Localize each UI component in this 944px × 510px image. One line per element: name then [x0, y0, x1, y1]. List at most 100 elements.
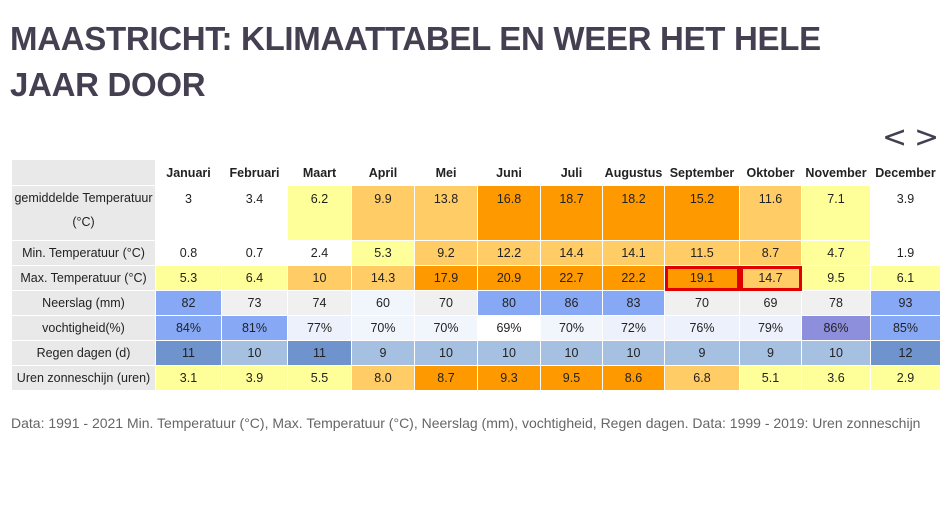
table-cell: 0.7 — [221, 240, 288, 266]
table-row: Neerslag (mm) 82 73 74 60 70 80 86 83 70 69 78 93 — [11, 290, 941, 316]
table-cell: 3 — [155, 185, 222, 241]
table-cell: 17.9 — [414, 265, 478, 291]
month-header: April — [351, 159, 415, 186]
table-cell: 10 — [414, 340, 478, 366]
row-label: Min. Temperatuur (°C) — [11, 240, 156, 266]
table-cell: 12 — [870, 340, 941, 366]
table-cell: 14.4 — [540, 240, 603, 266]
table-cell: 6.8 — [664, 365, 740, 391]
table-cell: 82 — [155, 290, 222, 316]
table-cell: 84% — [155, 315, 222, 341]
table-corner — [11, 159, 156, 186]
previous-arrow-icon[interactable]: < — [882, 120, 908, 155]
table-cell: 18.7 — [540, 185, 603, 241]
table-cell: 13.8 — [414, 185, 478, 241]
table-cell: 0.8 — [155, 240, 222, 266]
table-cell: 83 — [602, 290, 665, 316]
table-cell: 2.4 — [287, 240, 352, 266]
month-header: Augustus — [602, 159, 665, 186]
next-arrow-icon[interactable]: > — [914, 120, 940, 155]
page-title: MAASTRICHT: KLIMAATTABEL EN WEER HET HEL… — [10, 20, 821, 103]
table-cell: 69 — [739, 290, 802, 316]
month-header: Oktober — [739, 159, 802, 186]
month-header: Juli — [540, 159, 603, 186]
table-row: Uren zonneschijn (uren) 3.1 3.9 5.5 8.0 8.7 9.… — [11, 365, 941, 391]
table-cell: 8.7 — [739, 240, 802, 266]
table-cell: 93 — [870, 290, 941, 316]
table-cell: 11 — [287, 340, 352, 366]
table-cell: 9.3 — [477, 365, 541, 391]
table-cell: 8.6 — [602, 365, 665, 391]
table-cell: 20.9 — [477, 265, 541, 291]
table-cell: 22.2 — [602, 265, 665, 291]
table-cell: 9 — [739, 340, 802, 366]
table-cell: 3.6 — [801, 365, 871, 391]
table-cell: 76% — [664, 315, 740, 341]
table-cell: 5.5 — [287, 365, 352, 391]
month-header: December — [870, 159, 941, 186]
table-cell: 74 — [287, 290, 352, 316]
month-header: September — [664, 159, 740, 186]
table-cell: 70% — [351, 315, 415, 341]
table-cell: 6.2 — [287, 185, 352, 241]
climate-table: Januari Februari Maart April Mei Juni Juli Augu… — [11, 159, 941, 391]
table-cell: 8.7 — [414, 365, 478, 391]
table-cell: 22.7 — [540, 265, 603, 291]
table-cell: 9 — [664, 340, 740, 366]
table-cell: 10 — [540, 340, 603, 366]
table-cell: 3.9 — [221, 365, 288, 391]
month-header-row: Januari Februari Maart April Mei Juni Juli Augu… — [11, 159, 941, 186]
month-header: Januari — [155, 159, 222, 186]
month-header: November — [801, 159, 871, 186]
table-row: Max. Temperatuur (°C) 5.3 6.4 10 14.3 17.9 20.… — [11, 265, 941, 291]
table-cell: 70% — [540, 315, 603, 341]
row-label: Neerslag (mm) — [11, 290, 156, 316]
table-cell: 19.1 — [664, 265, 740, 291]
row-label: gemiddelde Temperatuur (°C) — [11, 185, 156, 241]
table-cell: 86 — [540, 290, 603, 316]
table-cell: 16.8 — [477, 185, 541, 241]
table-cell: 14.7 — [739, 265, 802, 291]
table-cell: 9 — [351, 340, 415, 366]
table-cell: 11.6 — [739, 185, 802, 241]
table-cell: 79% — [739, 315, 802, 341]
table-cell: 77% — [287, 315, 352, 341]
table-cell: 7.1 — [801, 185, 871, 241]
table-cell: 9.2 — [414, 240, 478, 266]
table-cell: 14.1 — [602, 240, 665, 266]
table-cell: 70% — [414, 315, 478, 341]
month-header: Februari — [221, 159, 288, 186]
table-row: gemiddelde Temperatuur (°C) 3 3.4 6.2 9.9 13.… — [11, 185, 941, 241]
table-cell: 81% — [221, 315, 288, 341]
table-cell: 8.0 — [351, 365, 415, 391]
table-cell: 70 — [414, 290, 478, 316]
row-label: vochtigheid(%) — [11, 315, 156, 341]
table-row: Regen dagen (d) 11 10 11 9 10 10 10 10 9 9 10 12 — [11, 340, 941, 366]
table-cell: 78 — [801, 290, 871, 316]
data-source-note: Data: 1991 - 2021 Min. Temperatuur (°C),… — [11, 415, 921, 431]
table-cell: 2.9 — [870, 365, 941, 391]
table-cell: 11.5 — [664, 240, 740, 266]
table-cell: 80 — [477, 290, 541, 316]
table-cell: 10 — [287, 265, 352, 291]
table-cell: 1.9 — [870, 240, 941, 266]
table-cell: 10 — [477, 340, 541, 366]
table-cell: 15.2 — [664, 185, 740, 241]
table-cell: 18.2 — [602, 185, 665, 241]
table-cell: 5.3 — [155, 265, 222, 291]
table-cell: 73 — [221, 290, 288, 316]
table-cell: 9.9 — [351, 185, 415, 241]
table-cell: 85% — [870, 315, 941, 341]
table-cell: 3.1 — [155, 365, 222, 391]
table-cell: 3.4 — [221, 185, 288, 241]
table-cell: 14.3 — [351, 265, 415, 291]
table-cell: 4.7 — [801, 240, 871, 266]
table-cell: 70 — [664, 290, 740, 316]
month-header: Juni — [477, 159, 541, 186]
table-cell: 9.5 — [801, 265, 871, 291]
table-cell: 72% — [602, 315, 665, 341]
row-label: Max. Temperatuur (°C) — [11, 265, 156, 291]
table-cell: 9.5 — [540, 365, 603, 391]
table-cell: 6.1 — [870, 265, 941, 291]
table-cell: 10 — [221, 340, 288, 366]
